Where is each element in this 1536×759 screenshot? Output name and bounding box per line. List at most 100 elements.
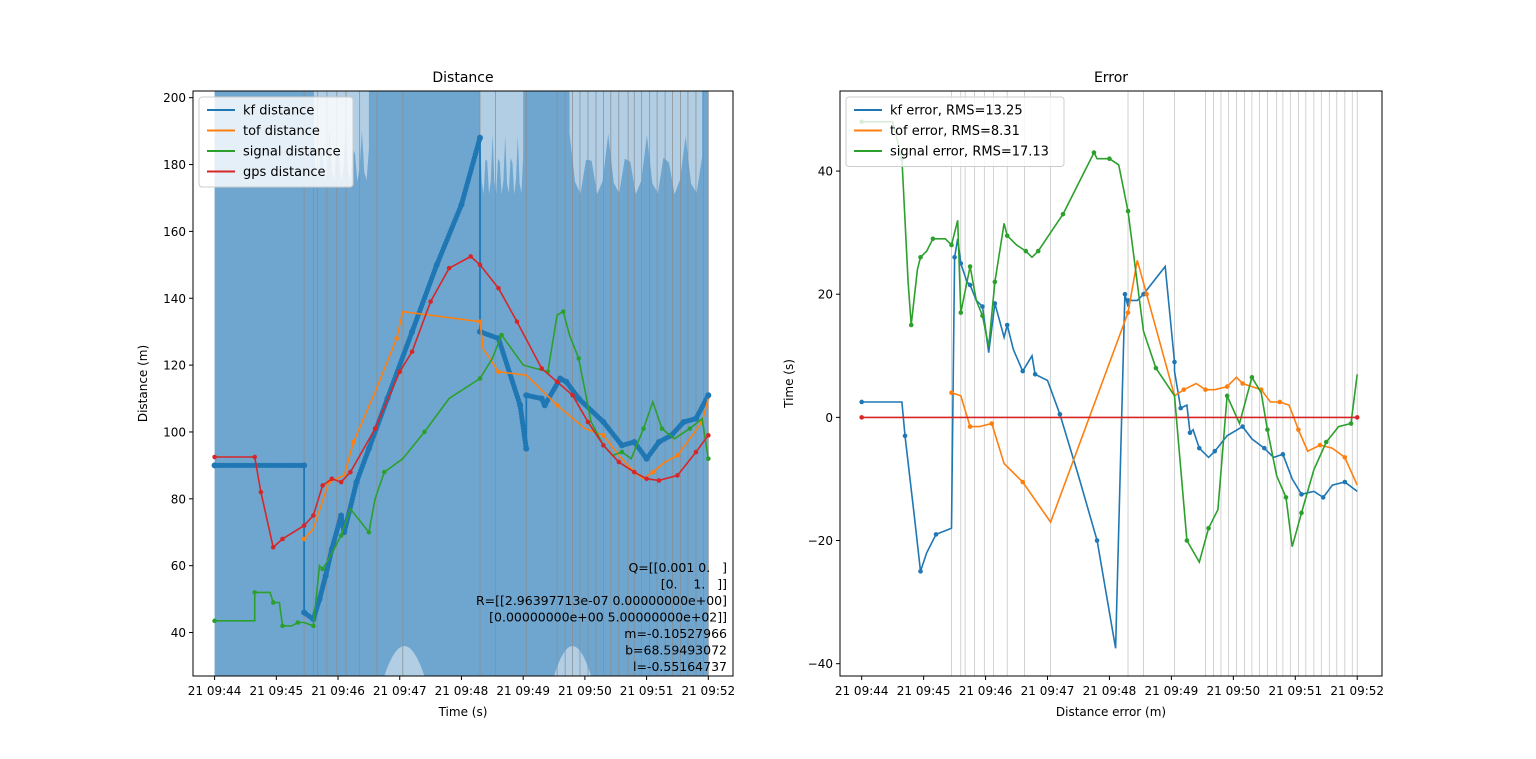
- data-point: [320, 566, 325, 572]
- data-point: [908, 322, 914, 328]
- data-point: [601, 433, 606, 438]
- data-point: [989, 421, 995, 426]
- y-tick-label: 160: [163, 225, 186, 239]
- data-point: [617, 440, 623, 446]
- data-point: [554, 379, 560, 385]
- data-point: [1107, 156, 1112, 162]
- y-tick-label: 200: [163, 91, 186, 105]
- data-point: [366, 529, 372, 535]
- data-point: [1323, 439, 1329, 445]
- x-tick-label: 21 09:50: [1207, 684, 1261, 698]
- data-point: [496, 285, 501, 291]
- data-point: [348, 469, 353, 475]
- legend-entry: signal error, RMS=17.13: [890, 145, 1049, 160]
- data-point: [428, 299, 433, 304]
- data-point: [493, 334, 499, 341]
- data-point: [1004, 322, 1010, 328]
- data-point: [1184, 538, 1190, 543]
- x-tick-label: 21 09:52: [681, 684, 735, 698]
- data-point: [446, 265, 452, 271]
- data-point: [576, 356, 582, 361]
- data-point: [1196, 445, 1202, 451]
- data-point: [258, 489, 264, 495]
- data-point: [1317, 442, 1323, 448]
- data-point: [967, 282, 973, 288]
- data-point: [598, 417, 604, 423]
- data-point: [372, 426, 378, 431]
- data-point: [1178, 405, 1183, 411]
- series-line-2: [303, 310, 710, 540]
- data-point: [706, 433, 711, 438]
- data-point: [499, 332, 504, 338]
- data-point: [516, 399, 522, 406]
- data-point: [1153, 365, 1159, 371]
- y-tick-label: 20: [818, 288, 833, 302]
- data-point: [338, 533, 344, 538]
- data-point: [918, 254, 923, 260]
- data-point: [1023, 248, 1029, 254]
- x-tick-label: 21 09:47: [373, 684, 427, 698]
- data-point: [1342, 479, 1348, 485]
- data-point: [422, 429, 427, 435]
- data-point: [1280, 452, 1286, 457]
- data-point: [496, 369, 501, 375]
- annotation-line: R=[[2.96397713e-07 0.00000000e+00]: [476, 593, 727, 608]
- data-point: [980, 304, 985, 309]
- data-point: [523, 443, 529, 449]
- data-point: [859, 399, 864, 405]
- x-tick-label: 21 09:52: [1330, 684, 1384, 698]
- data-point: [311, 513, 316, 518]
- data-point: [1032, 371, 1038, 377]
- annotation-line: [0.00000000e+00 5.00000000e+02]]: [489, 610, 727, 625]
- data-point: [280, 623, 285, 629]
- data-point: [514, 319, 520, 324]
- data-point: [679, 421, 685, 427]
- data-point: [476, 137, 482, 144]
- data-point: [952, 254, 957, 260]
- data-point: [967, 424, 973, 429]
- data-point: [1249, 375, 1255, 380]
- data-point: [675, 473, 680, 478]
- legend-entry: tof error, RMS=8.31: [890, 124, 1020, 139]
- data-point: [1203, 387, 1208, 392]
- x-axis-label: Time (s): [438, 705, 488, 719]
- data-point: [477, 376, 483, 381]
- data-point: [659, 426, 665, 431]
- x-tick-label: 21 09:44: [188, 684, 242, 698]
- series-line-3: [214, 310, 710, 628]
- data-point: [958, 310, 964, 315]
- data-point: [1283, 495, 1289, 500]
- data-point: [270, 600, 276, 605]
- data-point: [675, 453, 680, 458]
- x-tick-label: 21 09:51: [620, 684, 674, 698]
- data-point: [1172, 359, 1177, 365]
- data-point: [1181, 387, 1187, 392]
- data-point: [949, 242, 954, 248]
- y-tick-label: 40: [818, 165, 833, 179]
- data-point: [338, 479, 344, 485]
- annotation-line: b=68.59493072: [625, 643, 727, 658]
- annotation-line: m=-0.10527966: [624, 626, 727, 641]
- data-point: [690, 416, 697, 422]
- data-point: [554, 402, 560, 408]
- data-point: [1035, 248, 1041, 254]
- data-point: [252, 454, 258, 460]
- data-point: [1091, 150, 1097, 155]
- data-point: [311, 623, 316, 629]
- data-point: [933, 532, 939, 537]
- data-point: [1224, 384, 1230, 389]
- data-point: [316, 599, 322, 605]
- data-point: [1240, 381, 1245, 386]
- data-point: [631, 469, 637, 475]
- band-light-region: [569, 91, 703, 195]
- axes-frame: [839, 90, 1383, 677]
- chart-title: Error: [1094, 70, 1128, 86]
- data-point: [252, 590, 258, 595]
- data-point: [1240, 424, 1245, 429]
- x-axis-label: Distance error (m): [1056, 705, 1166, 719]
- data-point: [1296, 427, 1301, 432]
- uncertainty-band: [214, 91, 709, 676]
- y-tick-label: 180: [163, 158, 186, 172]
- data-point: [656, 478, 662, 483]
- data-point: [930, 236, 936, 242]
